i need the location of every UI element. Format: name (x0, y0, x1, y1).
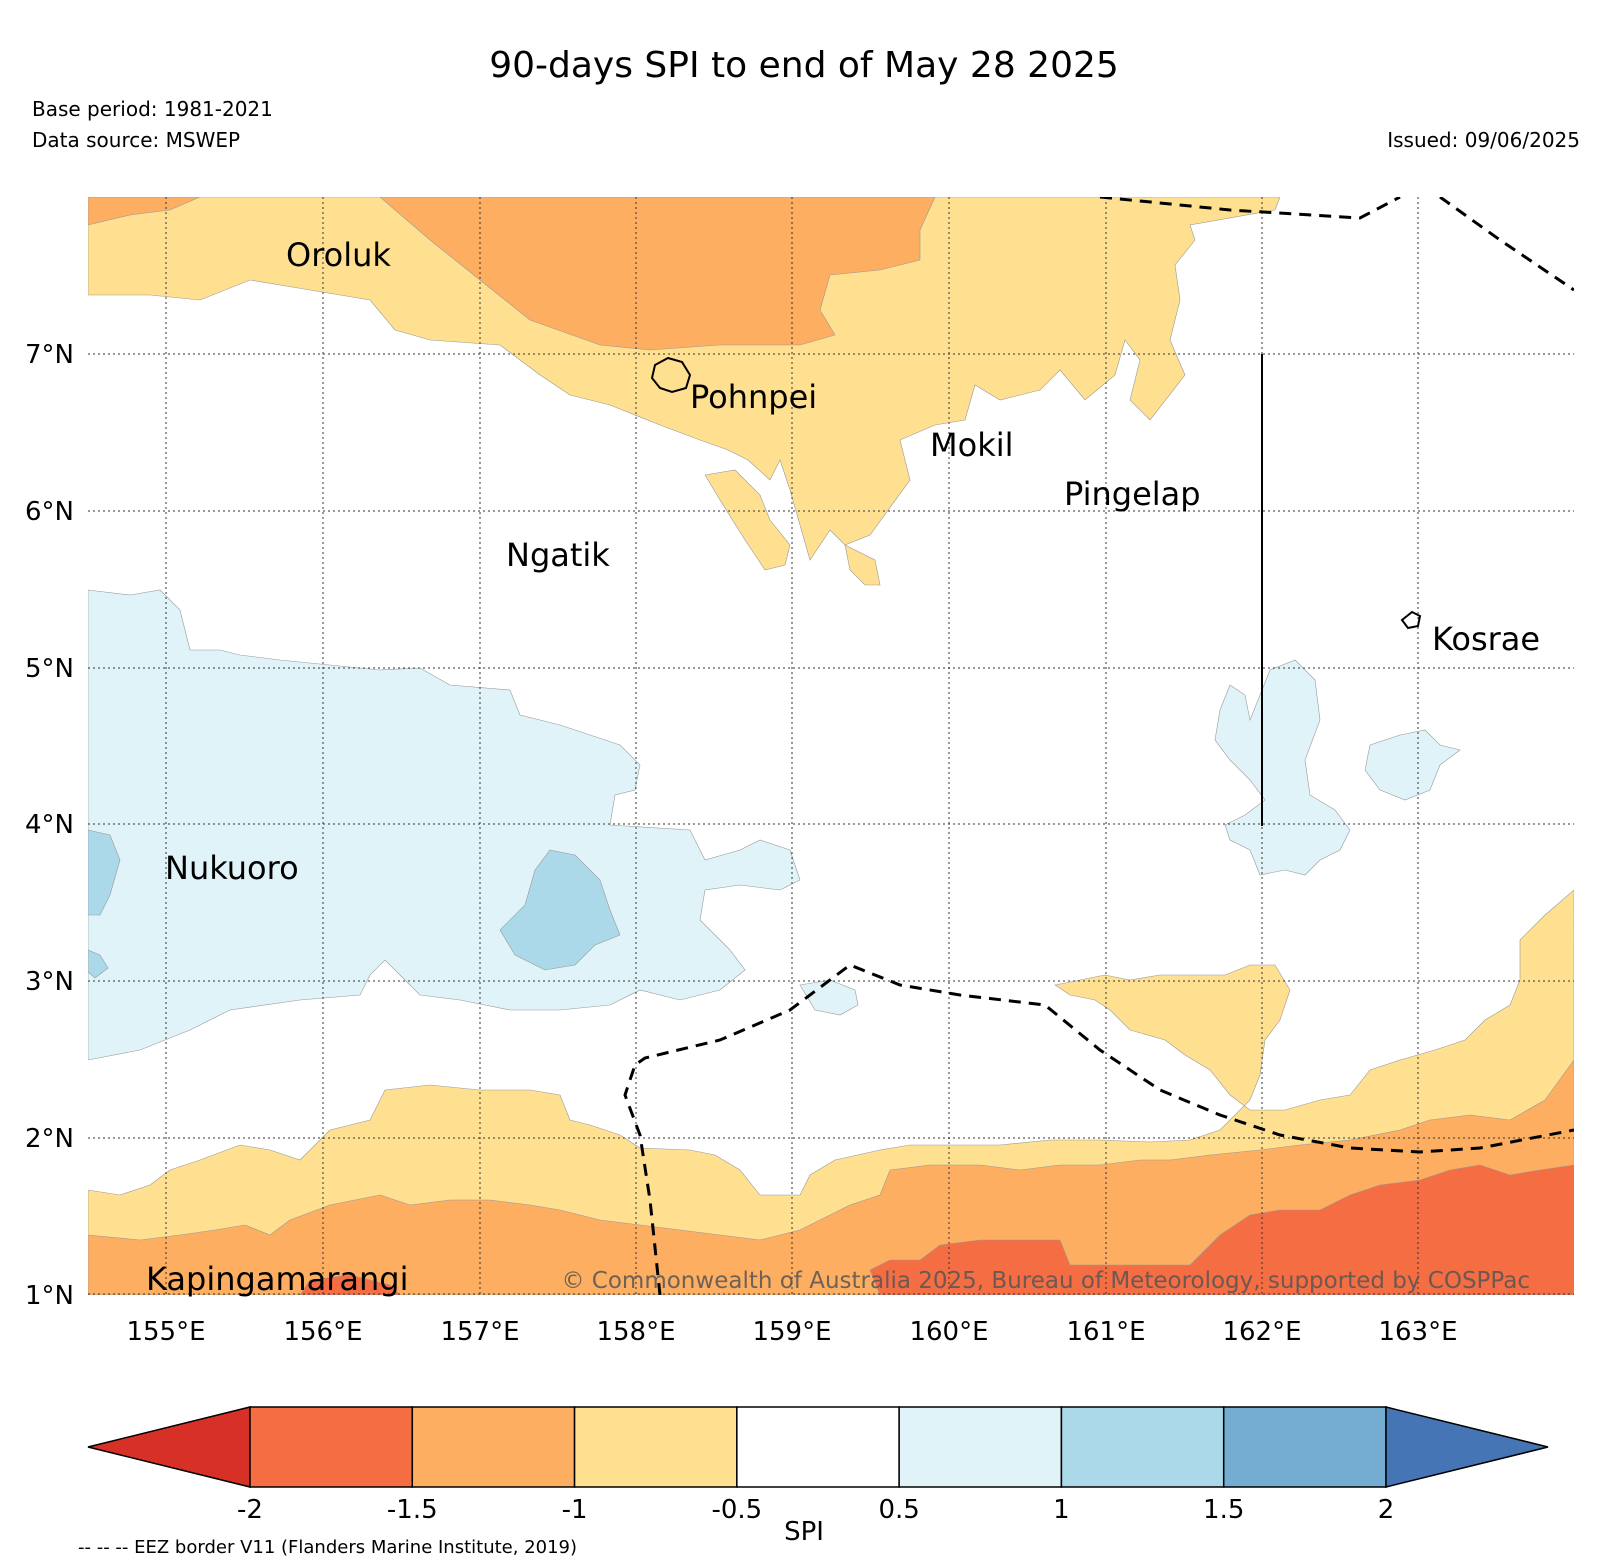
place-labels: Oroluk Pohnpei Mokil Pingelap Ngatik Kos… (146, 236, 1540, 1298)
spi-region-yellow-island-1 (704, 469, 791, 571)
lon-tick-label: 157°E (440, 1317, 519, 1347)
lon-tick-label: 159°E (752, 1317, 831, 1347)
lat-tick-label: 5°N (25, 654, 74, 684)
spi-region-lightblue-east-2 (1364, 729, 1461, 801)
place-label-ngatik: Ngatik (506, 536, 610, 574)
copyright-watermark: © Commonwealth of Australia 2025, Bureau… (561, 1268, 1530, 1294)
spi-region-darkorange-south-2 (299, 1274, 401, 1295)
lat-tick-label: 7°N (25, 340, 74, 370)
colorbar-segment (1222, 1406, 1387, 1488)
colorbar-label: SPI (784, 1517, 824, 1547)
spi-region-lightblue-west (88, 589, 801, 1061)
spi-region-yellow-island-2 (844, 544, 881, 586)
spi-region-blue-west (88, 829, 121, 916)
spi-region-lightblue-east (1214, 659, 1351, 876)
colorbar-tick-label: -1 (562, 1495, 588, 1525)
colorbar: -2 -1.5 -1 -0.5 0.5 1 1.5 2 (87, 1406, 1549, 1525)
lon-tick-label: 160°E (909, 1317, 988, 1347)
lat-tick-label: 3°N (25, 967, 74, 997)
colorbar-tick-label: -1.5 (387, 1495, 438, 1525)
kosrae-island-shape (1400, 610, 1422, 630)
data-source: Data source: MSWEP (32, 128, 240, 152)
colorbar-tick-label: -0.5 (711, 1495, 762, 1525)
colorbar-tick-label: 2 (1378, 1495, 1395, 1525)
colorbar-tick-label: 1.5 (1203, 1495, 1244, 1525)
place-label-kosrae: Kosrae (1432, 620, 1540, 658)
lat-tick-label: 1°N (25, 1281, 74, 1311)
colorbar-segment (1060, 1406, 1225, 1488)
colorbar-tick-label: 1 (1053, 1495, 1070, 1525)
map-panel (88, 197, 1574, 1295)
place-label-kapingamarangi: Kapingamarangi (146, 1260, 408, 1298)
lon-tick-labels: 155°E 156°E 157°E 158°E 159°E 160°E 161°… (126, 1317, 1457, 1347)
colorbar-extend-high (1385, 1406, 1549, 1488)
colorbar-segment (736, 1406, 900, 1488)
place-label-mokil: Mokil (930, 426, 1014, 464)
lat-tick-label: 6°N (25, 497, 74, 527)
lon-tick-label: 163°E (1378, 1317, 1457, 1347)
lat-tick-label: 2°N (25, 1124, 74, 1154)
lat-tick-labels: 1°N 2°N 3°N 4°N 5°N 6°N 7°N (25, 340, 74, 1311)
base-period: Base period: 1981-2021 (32, 97, 273, 121)
issued-date: Issued: 09/06/2025 (1387, 128, 1580, 152)
spi-region-yellow-north (88, 197, 1281, 561)
pohnpei-island-shape (650, 356, 692, 394)
spi-region-blue-west-2 (88, 949, 109, 979)
lon-tick-label: 162°E (1222, 1317, 1301, 1347)
spi-region-blue-center (499, 849, 621, 971)
map-title: 90-days SPI to end of May 28 2025 (489, 45, 1119, 86)
colorbar-extend-low (87, 1406, 251, 1488)
gridlines (88, 197, 1574, 1295)
lon-tick-label: 158°E (596, 1317, 675, 1347)
spi-region-orange-north (379, 197, 936, 351)
colorbar-tick-label: 0.5 (878, 1495, 919, 1525)
lon-tick-label: 161°E (1066, 1317, 1145, 1347)
lon-tick-label: 155°E (126, 1317, 205, 1347)
lat-tick-label: 4°N (25, 810, 74, 840)
colorbar-segment (898, 1406, 1063, 1488)
spi-region-darkorange-south (869, 1164, 1574, 1295)
colorbar-tick-label: -2 (237, 1495, 263, 1525)
colorbar-segment (573, 1406, 738, 1488)
lon-tick-label: 156°E (283, 1317, 362, 1347)
colorbar-segment (411, 1406, 576, 1488)
place-label-pingelap: Pingelap (1064, 475, 1201, 513)
spi-region-orange-south (88, 1059, 1574, 1295)
spi-region-orange-nw (88, 197, 201, 226)
place-label-pohnpei: Pohnpei (690, 378, 817, 416)
place-label-nukuoro: Nukuoro (165, 849, 299, 887)
eez-border-note: -- -- -- EEZ border V11 (Flanders Marine… (78, 1537, 577, 1558)
eez-borders (623, 197, 1574, 1295)
colorbar-segment (249, 1406, 414, 1488)
place-label-oroluk: Oroluk (286, 236, 391, 274)
